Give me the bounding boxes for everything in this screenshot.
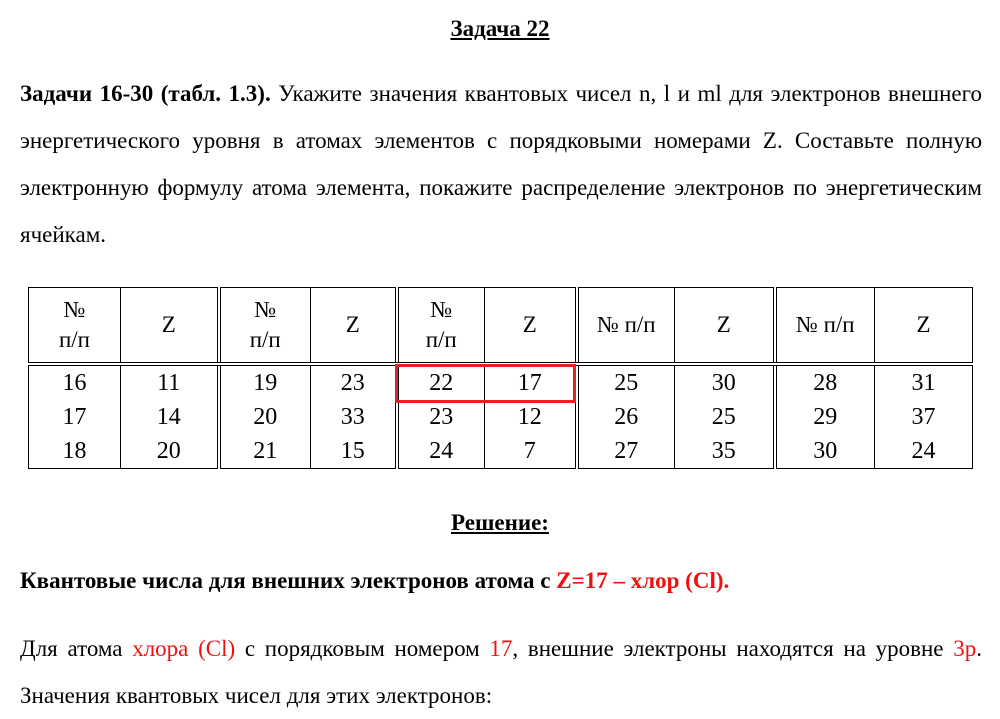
header-cell: № п/п [216, 287, 311, 366]
data-cell: 17 12 7 [484, 363, 577, 469]
cell-value: 27 [614, 438, 639, 464]
header-cell: Z [120, 287, 219, 366]
table-header-row: № п/п Z № п/п Z № п/п Z № п/п Z № п/п Z [28, 287, 973, 366]
cell-value: 7 [523, 438, 536, 464]
solution-subheading: Квантовые числа для внешних электронов а… [20, 568, 729, 594]
task-title: Задача 22 [450, 16, 550, 41]
task-description: Задачи 16-30 (табл. 1.3). Укажите значен… [20, 70, 982, 258]
cell-value: 17 [62, 404, 87, 430]
data-cell: 31 37 24 [874, 363, 973, 469]
header-cell: № п/п [28, 287, 121, 366]
data-cell: 25 26 27 [574, 363, 675, 469]
task-lead: Задачи 16-30 (табл. 1.3). [20, 81, 271, 106]
cell-value: 35 [711, 438, 736, 464]
cell-value: 26 [614, 404, 639, 430]
cell-value: 30 [711, 370, 736, 396]
header-cell: № п/п [772, 287, 875, 366]
cell-value: 25 [711, 404, 736, 430]
cell-value: 14 [156, 404, 181, 430]
cell-value: 20 [253, 404, 278, 430]
text: с порядковым номером [235, 636, 490, 661]
data-cell: 11 14 20 [120, 363, 219, 469]
cell-value: 12 [517, 404, 542, 430]
cell-value: 19 [253, 370, 278, 396]
text: , внешние электроны находятся на уровне [512, 636, 954, 661]
element-name: хлора (Cl) [132, 636, 236, 661]
sublevel: 3p [953, 636, 977, 661]
solution-paragraph: Для атома хлора (Cl) с порядковым номеро… [20, 625, 982, 719]
cell-value: 18 [62, 438, 87, 464]
cell-value: 15 [340, 438, 365, 464]
text: Для атома [20, 636, 133, 661]
header-cell: Z [484, 287, 577, 366]
table-data-row: 16 17 18 11 14 20 19 20 21 23 33 15 22 23 24 17 12 7 25 26 2… [28, 363, 973, 469]
solution-heading: Решение: [451, 510, 549, 535]
cell-value: 23 [429, 404, 454, 430]
atomic-number: 17 [489, 636, 513, 661]
cell-value: 31 [911, 370, 936, 396]
header-cell: Z [310, 287, 397, 366]
cell-value: 37 [911, 404, 936, 430]
data-cell: 30 25 35 [674, 363, 775, 469]
cell-value: 30 [813, 438, 838, 464]
cell-value: 33 [340, 404, 365, 430]
cell-value: 22 [429, 370, 454, 396]
cell-value: 23 [340, 370, 365, 396]
subheading-element: Z=17 – хлор (Cl). [556, 568, 730, 593]
header-cell: № п/п [394, 287, 485, 366]
data-cell: 16 17 18 [28, 363, 121, 469]
cell-value: 28 [813, 370, 838, 396]
header-cell: Z [674, 287, 775, 366]
data-cell: 23 33 15 [310, 363, 397, 469]
cell-value: 16 [62, 370, 87, 396]
data-table: № п/п Z № п/п Z № п/п Z № п/п Z № п/п Z 16 17 18 11 1… [28, 287, 973, 469]
header-cell: Z [874, 287, 973, 366]
data-cell: 22 23 24 [394, 363, 485, 469]
data-cell: 19 20 21 [216, 363, 311, 469]
cell-value: 29 [813, 404, 838, 430]
header-cell: № п/п [574, 287, 675, 366]
cell-value: 20 [156, 438, 181, 464]
cell-value: 11 [157, 370, 181, 396]
highlight-box [395, 364, 576, 403]
task-text: Укажите значения квантовых чисел n, l и … [20, 81, 982, 247]
subheading-text: Квантовые числа для внешних электронов а… [20, 568, 557, 593]
cell-value: 24 [911, 438, 936, 464]
cell-value: 17 [517, 370, 542, 396]
cell-value: 25 [614, 370, 639, 396]
cell-value: 24 [429, 438, 454, 464]
data-cell: 28 29 30 [772, 363, 875, 469]
cell-value: 21 [253, 438, 278, 464]
